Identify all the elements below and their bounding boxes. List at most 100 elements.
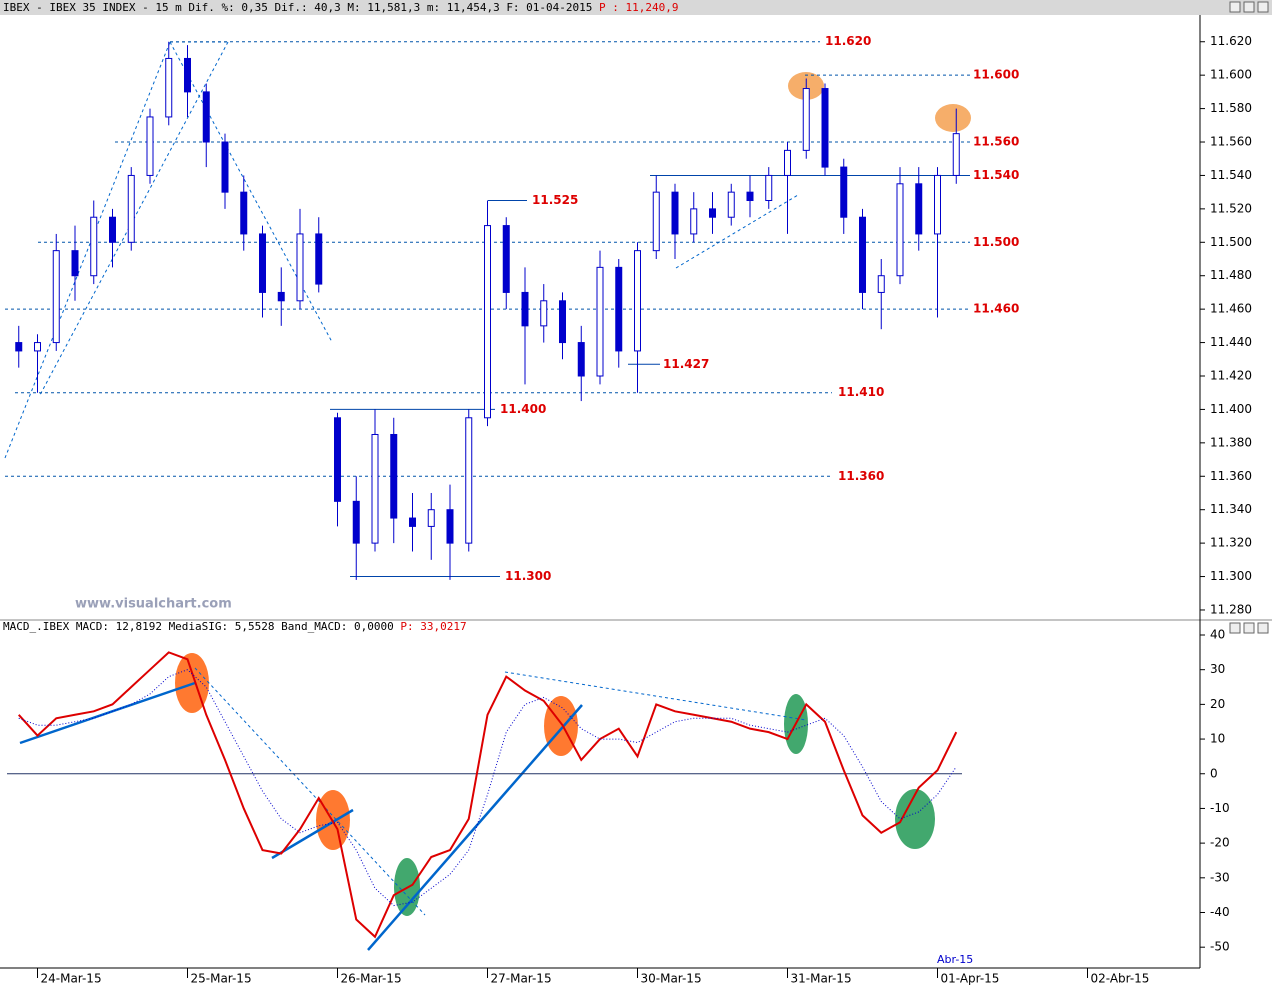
y-tick-label: 30 [1210,662,1225,676]
level-label: 11.400 [500,402,546,416]
candle-body [540,300,548,327]
candle-body [146,116,154,176]
y-tick-label: 11.520 [1210,201,1252,215]
macd-trend-lines [19,667,807,951]
level-label: 11.620 [825,34,871,48]
macd-header-bar [0,620,1272,635]
level-label: 11.460 [973,302,1019,316]
candle-body [840,166,848,218]
candle-body [821,88,829,168]
y-tick-label: 11.580 [1210,101,1252,115]
level-label: 11.540 [973,168,1019,182]
candle-body [109,216,116,243]
candle-body [615,266,623,352]
candle-body [371,433,379,544]
window-buttons-macd[interactable] [1229,622,1269,634]
candle-body [259,233,266,293]
candle-body [202,91,210,143]
candle-body [877,275,885,293]
macd-price: P: 33,0217 [400,620,466,633]
candle-body [802,88,810,151]
level-label: 11.525 [532,193,578,207]
candle-body [296,233,304,302]
candle-body [521,291,529,327]
candle-body [690,208,698,235]
candle-body [952,133,960,176]
y-tick-label: 11.460 [1210,302,1252,316]
x-tick-label: 31-Mar-15 [791,972,852,986]
y-tick-label: 11.340 [1210,502,1252,516]
y-tick-label: 20 [1210,697,1225,711]
candle-body [427,509,435,527]
y-tick-label: -10 [1210,801,1230,815]
y-tick-label: -30 [1210,870,1230,884]
y-tick-label: 40 [1210,628,1225,642]
y-tick-label: 11.420 [1210,368,1252,382]
candle-body [465,417,473,544]
candle-body [559,300,566,344]
level-label: 11.410 [838,385,884,399]
x-tick-label: 24-Mar-15 [41,972,102,986]
level-label: 11.300 [505,569,551,583]
y-tick-label: 11.540 [1210,168,1252,182]
candle-body [634,250,641,352]
level-label: 11.427 [663,357,709,371]
candle-body [334,417,341,502]
y-tick-label: 11.620 [1210,34,1252,48]
header: IBEX - IBEX 35 INDEX - 15 m Dif. %: 0,35… [3,1,679,14]
candle-body [184,57,191,93]
candle-body [596,266,604,377]
candle-body [409,517,416,527]
y-tick-label: -20 [1210,836,1230,850]
y-tick-label: 11.440 [1210,335,1252,349]
candle-body [934,174,941,235]
y-tick-label: 0 [1210,766,1218,780]
x-tick-label: 30-Mar-15 [641,972,702,986]
candle-body [127,174,135,243]
header-price: P : 11,240,9 [599,1,678,14]
candle-body [34,342,41,352]
candle-body [915,183,923,235]
y-tick-label: 11.480 [1210,268,1252,282]
candle-body [746,191,754,202]
y-tick-label: 11.280 [1210,602,1252,616]
y-tick-label: 11.320 [1210,536,1252,550]
window-buttons[interactable] [1229,1,1269,13]
candle-body [71,250,79,277]
level-label: 11.560 [973,135,1019,149]
x-tick-label: 26-Mar-15 [341,972,402,986]
candle-body [52,250,60,344]
candle-body [277,291,285,302]
candle-body [165,57,173,118]
y-tick-label: 11.500 [1210,235,1252,249]
candle-body [896,183,904,277]
candle-body [240,191,248,235]
header-title: IBEX - IBEX 35 INDEX - 15 m Dif. %: 0,35… [3,1,592,14]
candle-body [352,500,360,544]
y-tick-label: -50 [1210,940,1230,954]
y-tick-label: -40 [1210,905,1230,919]
candle-body [765,174,773,202]
x-tick-label: 25-Mar-15 [191,972,252,986]
candle-body [502,225,510,293]
candle-body [671,191,679,235]
macd-title: MACD_.IBEX MACD: 12,8192 MediaSIG: 5,552… [3,620,394,633]
candle-body [652,191,660,252]
level-label: 11.360 [838,469,884,483]
y-tick-label: 11.380 [1210,435,1252,449]
y-tick-label: 11.300 [1210,569,1252,583]
macd-header: MACD_.IBEX MACD: 12,8192 MediaSIG: 5,552… [3,620,467,633]
x-tick-label: 01-Apr-15 [941,972,1000,986]
watermark: www.visualchart.com [75,597,232,612]
candle-body [484,225,491,419]
candle-body [727,191,735,218]
candle-body [859,216,866,293]
candle-body [390,433,398,519]
x-tick-label: 02-Abr-15 [1091,972,1150,986]
y-tick-label: 11.360 [1210,469,1252,483]
candle-body [577,342,585,377]
y-tick-label: 10 [1210,732,1225,746]
level-label: 11.500 [973,235,1019,249]
